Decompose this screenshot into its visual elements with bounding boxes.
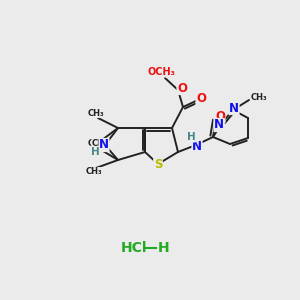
Text: N: N: [99, 139, 109, 152]
Text: CH₃: CH₃: [251, 92, 267, 101]
Text: N: N: [229, 101, 239, 115]
Text: O: O: [215, 110, 225, 122]
Text: OCH₃: OCH₃: [147, 67, 175, 77]
Text: CH₃: CH₃: [88, 109, 104, 118]
Text: CH₃: CH₃: [88, 140, 104, 148]
Text: H: H: [91, 147, 99, 157]
Text: N: N: [214, 118, 224, 131]
Text: S: S: [154, 158, 162, 170]
Text: N: N: [192, 140, 202, 152]
Text: H: H: [158, 241, 170, 255]
Text: CH₃: CH₃: [92, 140, 108, 148]
Text: O: O: [196, 92, 206, 106]
Text: CH₃: CH₃: [86, 167, 102, 176]
Text: H: H: [187, 132, 195, 142]
Text: O: O: [177, 82, 187, 94]
Text: HCl: HCl: [121, 241, 147, 255]
